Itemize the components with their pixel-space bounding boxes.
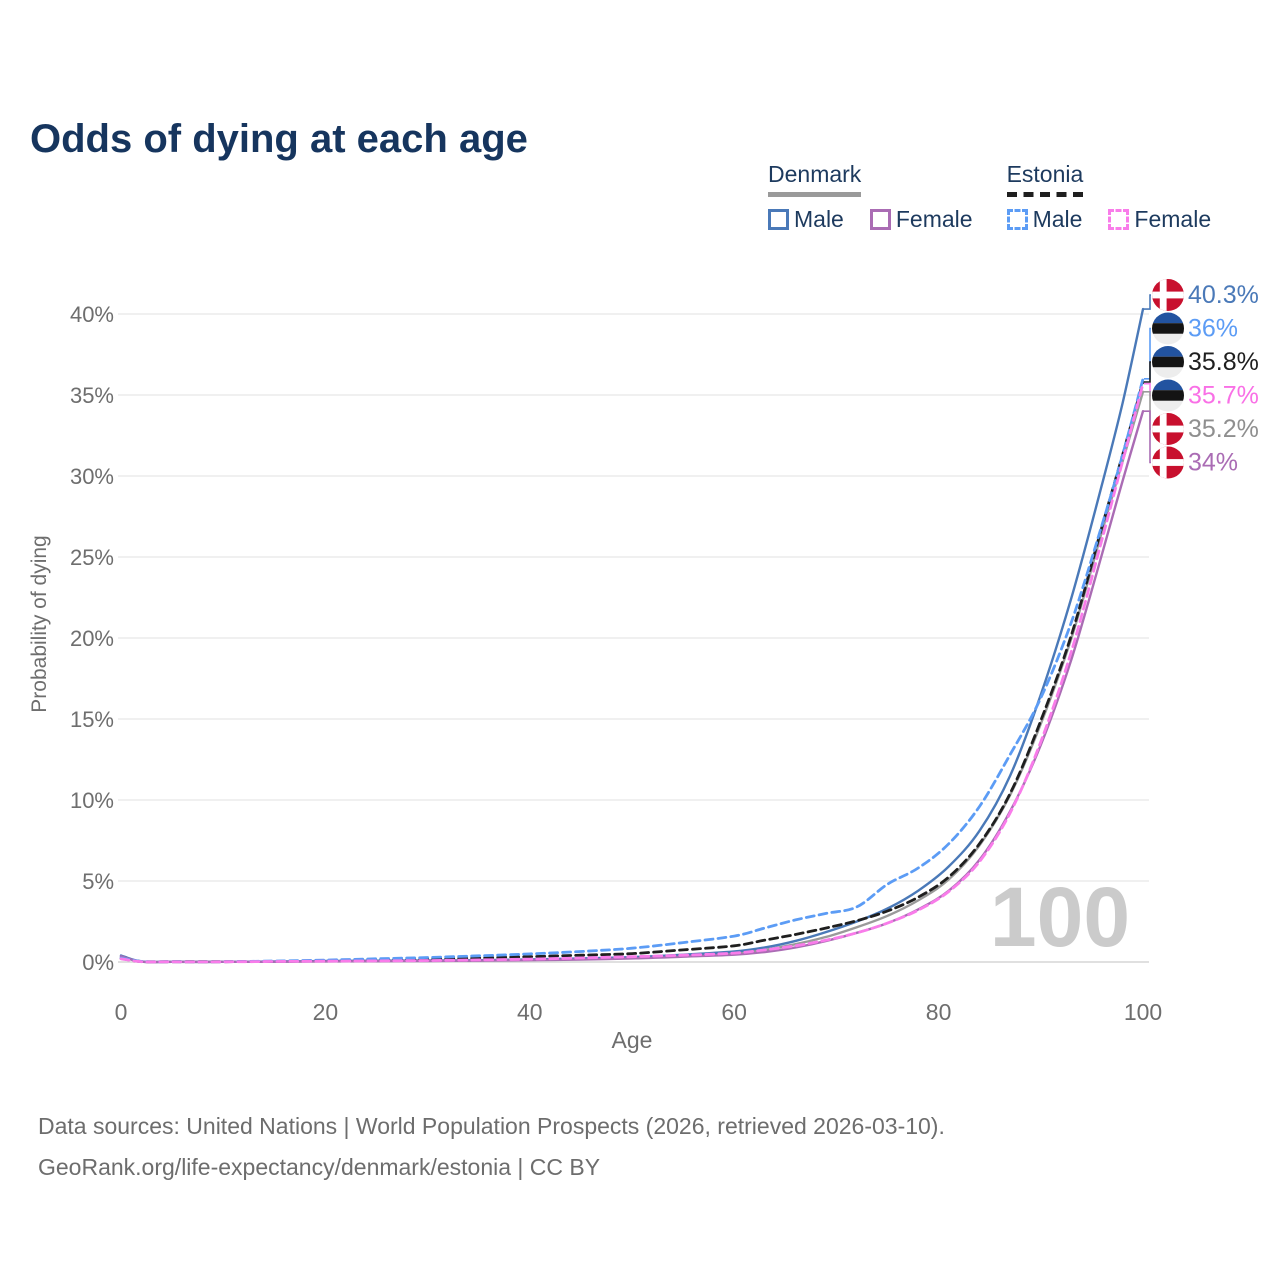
legend-estonia-female-label: Female xyxy=(1134,206,1212,232)
legend-estonia-heading[interactable]: Estonia xyxy=(1006,161,1084,197)
flag-icon-denmark xyxy=(1152,459,1184,466)
flag-icon-denmark xyxy=(1152,291,1184,299)
series-line-denmark-male xyxy=(119,307,1145,964)
flag-icon-estonia xyxy=(1152,312,1184,324)
series-end-connector-denmark-male xyxy=(1144,294,1151,310)
footer-attribution: GeoRank.org/life-expectancy/denmark/esto… xyxy=(38,1154,601,1180)
series-end-label-denmark-female: 34% xyxy=(1188,449,1238,477)
flag-icon-estonia xyxy=(1152,400,1184,412)
age-watermark: 100 xyxy=(990,870,1130,964)
y-tick-label: 35% xyxy=(70,383,114,408)
page-title: Odds of dying at each age xyxy=(30,116,528,161)
legend-item-denmark-male[interactable]: Male xyxy=(768,206,844,233)
series-end-label-estonia-female: 35.7% xyxy=(1188,382,1259,410)
series-line-estonia-female xyxy=(119,382,1145,964)
x-tick-label: 20 xyxy=(313,999,339,1025)
series-end-label-estonia-male: 36% xyxy=(1188,315,1238,343)
series-end-connector-denmark-female xyxy=(1144,410,1151,464)
flag-icon-denmark xyxy=(1159,279,1167,311)
estonia-male-swatch xyxy=(1006,209,1028,230)
series-end-label-denmark-male: 40.3% xyxy=(1188,281,1259,309)
legend-item-estonia-male[interactable]: Male xyxy=(1006,206,1083,233)
x-tick-label: 0 xyxy=(115,999,128,1025)
y-tick-label: 5% xyxy=(82,869,114,894)
legend-estonia-male-label: Male xyxy=(1032,206,1083,232)
y-tick-label: 30% xyxy=(70,464,114,489)
x-axis-title: Age xyxy=(612,1027,653,1053)
series-end-label-denmark-total: 35.2% xyxy=(1188,415,1259,443)
flag-icon-denmark xyxy=(1152,425,1184,433)
y-axis-title: Probability of dying xyxy=(28,535,51,712)
y-tick-label: 10% xyxy=(70,788,114,813)
legend-item-estonia-female[interactable]: Female xyxy=(1108,206,1211,233)
flag-icon-estonia xyxy=(1152,356,1184,368)
flag-icon-denmark xyxy=(1159,413,1167,445)
denmark-female-swatch xyxy=(869,209,891,230)
footer: Data sources: United Nations | World Pop… xyxy=(38,1106,945,1188)
x-tick-label: 40 xyxy=(517,999,543,1025)
estonia-female-swatch xyxy=(1108,209,1130,230)
y-tick-label: 15% xyxy=(70,707,114,732)
flag-icon-estonia xyxy=(1152,323,1184,334)
flag-icon-estonia xyxy=(1152,390,1184,401)
series-end-connector-estonia-male xyxy=(1144,327,1151,380)
legend-denmark-heading[interactable]: Denmark xyxy=(768,161,862,197)
denmark-male-swatch xyxy=(768,209,789,230)
x-tick-label: 100 xyxy=(1124,999,1162,1025)
y-tick-label: 20% xyxy=(70,626,114,651)
x-tick-label: 60 xyxy=(721,999,747,1025)
x-tick-label: 80 xyxy=(926,999,952,1025)
y-tick-label: 25% xyxy=(70,545,114,570)
flag-icon-estonia xyxy=(1152,367,1184,378)
y-tick-label: 0% xyxy=(82,950,114,975)
legend-item-denmark-female[interactable]: Female xyxy=(869,206,973,233)
legend: Denmark Male Female Estonia Male Female xyxy=(768,161,1211,233)
series-end-connector-estonia-total xyxy=(1144,361,1151,383)
legend-group-denmark: Denmark Male Female xyxy=(768,161,973,233)
legend-denmark-male-label: Male xyxy=(794,206,844,232)
flag-icon-estonia xyxy=(1152,346,1184,357)
legend-denmark-female-label: Female xyxy=(895,206,973,232)
flag-icon-estonia xyxy=(1152,379,1184,391)
series-end-label-estonia-total: 35.8% xyxy=(1188,348,1259,376)
y-tick-label: 40% xyxy=(70,302,114,327)
flag-icon-estonia xyxy=(1152,333,1184,345)
footer-data-sources: Data sources: United Nations | World Pop… xyxy=(38,1113,945,1139)
flag-icon-denmark xyxy=(1159,446,1167,479)
legend-group-estonia: Estonia Male Female xyxy=(1006,161,1211,233)
